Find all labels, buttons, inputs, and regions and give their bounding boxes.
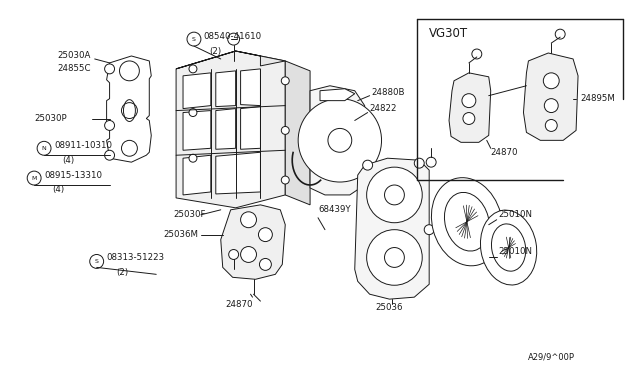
Polygon shape xyxy=(241,107,260,149)
Circle shape xyxy=(189,154,197,162)
Text: VG30T: VG30T xyxy=(429,27,468,40)
Text: 25030P: 25030P xyxy=(34,114,67,123)
Text: (4): (4) xyxy=(52,186,64,195)
Polygon shape xyxy=(107,56,151,162)
Text: N: N xyxy=(42,146,47,151)
Text: 24822: 24822 xyxy=(370,104,397,113)
Circle shape xyxy=(543,73,559,89)
Text: 25030F: 25030F xyxy=(173,210,205,219)
Circle shape xyxy=(241,247,257,262)
Polygon shape xyxy=(355,158,429,299)
Polygon shape xyxy=(221,205,285,279)
Ellipse shape xyxy=(481,210,537,285)
Text: 24880B: 24880B xyxy=(372,88,405,97)
Circle shape xyxy=(282,126,289,134)
Text: (2): (2) xyxy=(209,46,221,55)
Circle shape xyxy=(463,113,475,125)
Circle shape xyxy=(462,94,476,108)
Ellipse shape xyxy=(492,224,525,271)
Circle shape xyxy=(426,157,436,167)
Polygon shape xyxy=(241,69,260,106)
Circle shape xyxy=(367,230,422,285)
Circle shape xyxy=(414,158,424,168)
Circle shape xyxy=(104,64,115,74)
Polygon shape xyxy=(216,71,236,107)
Circle shape xyxy=(90,254,104,268)
Text: 25010N: 25010N xyxy=(499,210,532,219)
Text: 25010N: 25010N xyxy=(499,247,532,256)
Circle shape xyxy=(189,65,197,73)
Text: S: S xyxy=(95,259,99,264)
Text: 08540-41610: 08540-41610 xyxy=(203,32,261,41)
Circle shape xyxy=(472,49,482,59)
Circle shape xyxy=(367,167,422,223)
Circle shape xyxy=(259,228,273,241)
Text: (2): (2) xyxy=(116,268,129,277)
Circle shape xyxy=(282,176,289,184)
Polygon shape xyxy=(449,73,491,142)
Text: 24895M: 24895M xyxy=(580,94,615,103)
Text: 08313-51223: 08313-51223 xyxy=(107,253,164,262)
Circle shape xyxy=(28,171,41,185)
Ellipse shape xyxy=(444,192,490,251)
Polygon shape xyxy=(216,152,260,194)
Polygon shape xyxy=(285,61,310,205)
Text: 25036: 25036 xyxy=(376,302,403,312)
Circle shape xyxy=(363,160,372,170)
Circle shape xyxy=(385,247,404,267)
Text: 25036M: 25036M xyxy=(163,230,198,239)
Circle shape xyxy=(282,77,289,85)
Circle shape xyxy=(328,128,352,152)
Text: M: M xyxy=(31,176,37,180)
Text: 08911-10310: 08911-10310 xyxy=(54,141,112,150)
Text: A29/9^00P: A29/9^00P xyxy=(529,352,575,361)
Circle shape xyxy=(104,121,115,131)
Polygon shape xyxy=(183,110,211,150)
Circle shape xyxy=(424,225,434,235)
Polygon shape xyxy=(310,86,365,195)
Polygon shape xyxy=(183,155,211,195)
Polygon shape xyxy=(320,89,355,101)
Circle shape xyxy=(104,150,115,160)
Text: (4): (4) xyxy=(62,156,74,165)
Polygon shape xyxy=(216,109,236,149)
Circle shape xyxy=(544,99,558,113)
Circle shape xyxy=(37,141,51,155)
Polygon shape xyxy=(176,51,285,208)
Ellipse shape xyxy=(431,178,502,266)
Text: 24855C: 24855C xyxy=(57,64,90,73)
Text: 24870: 24870 xyxy=(225,299,252,309)
Circle shape xyxy=(259,259,271,270)
Circle shape xyxy=(241,212,257,228)
Circle shape xyxy=(228,250,239,259)
Text: S: S xyxy=(192,36,196,42)
Circle shape xyxy=(385,185,404,205)
Polygon shape xyxy=(183,73,211,109)
Circle shape xyxy=(189,109,197,116)
Text: 08915-13310: 08915-13310 xyxy=(44,171,102,180)
Polygon shape xyxy=(176,51,285,69)
Text: 68439Y: 68439Y xyxy=(318,205,351,214)
Circle shape xyxy=(298,99,381,182)
Text: 25030A: 25030A xyxy=(57,51,90,61)
Circle shape xyxy=(228,33,239,45)
Circle shape xyxy=(545,119,557,131)
Text: 24870: 24870 xyxy=(491,148,518,157)
Circle shape xyxy=(556,29,565,39)
Polygon shape xyxy=(524,53,578,140)
Circle shape xyxy=(187,32,201,46)
